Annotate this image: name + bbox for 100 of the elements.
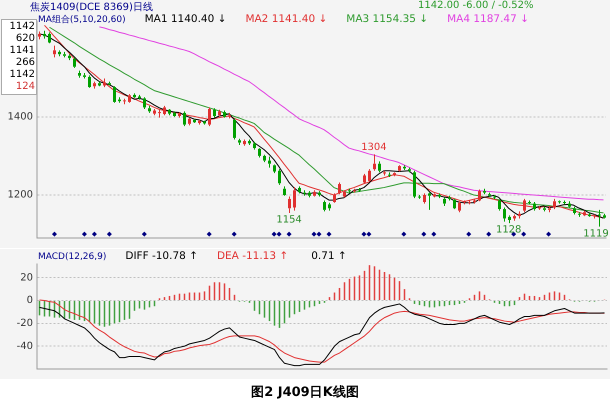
- candlestick: [363, 173, 366, 185]
- text: MA3 1154.35 ↓: [346, 13, 428, 25]
- candlestick: [433, 192, 436, 198]
- candlestick: [138, 94, 141, 100]
- candlestick: [528, 200, 531, 205]
- candlestick: [568, 200, 571, 208]
- text: 1141: [8, 45, 35, 57]
- candlestick: [483, 188, 486, 195]
- candlestick: [418, 194, 421, 200]
- candlestick: [88, 74, 91, 88]
- text: MA2 1141.40 ↓: [245, 13, 328, 25]
- candlestick: [158, 109, 161, 118]
- candlestick: [308, 190, 311, 198]
- y-tick-label: 20: [20, 272, 33, 284]
- candlestick: [253, 141, 256, 150]
- candlestick: [298, 186, 301, 194]
- candlestick: [353, 188, 356, 194]
- candlestick: [448, 195, 451, 201]
- text: 图2 J409日K线图: [250, 384, 360, 401]
- candlestick: [108, 81, 111, 86]
- text: DEA -11.13 ↑: [216, 250, 288, 262]
- candlestick: [303, 190, 306, 196]
- candlestick: [408, 167, 411, 173]
- text: MA1 1140.40 ↓: [144, 13, 226, 25]
- candlestick: [38, 31, 41, 40]
- text: MA4 1187.47 ↓: [447, 13, 529, 25]
- annotation: 1304: [361, 142, 387, 153]
- text: 焦炭1409(DCE 8369)日线: [30, 0, 153, 14]
- candlestick: [538, 205, 541, 210]
- candlestick: [83, 72, 86, 79]
- text: 1142: [8, 69, 35, 81]
- y-tick-label: 0: [26, 295, 33, 306]
- candlestick: [338, 182, 341, 195]
- candlestick: [183, 110, 186, 127]
- candlestick: [103, 78, 106, 88]
- candlestick: [378, 160, 381, 173]
- candlestick: [403, 164, 406, 170]
- candlestick: [248, 138, 251, 146]
- candlestick: [423, 192, 426, 204]
- candlestick: [428, 192, 431, 210]
- candlestick: [268, 156, 271, 168]
- candlestick: [473, 198, 476, 204]
- candlestick: [358, 187, 361, 192]
- candlestick: [548, 205, 551, 213]
- candlestick: [98, 81, 101, 87]
- candlestick: [153, 108, 156, 116]
- text: DIFF -10.78 ↑: [125, 250, 198, 262]
- candlestick: [278, 168, 281, 186]
- candlestick: [458, 200, 461, 213]
- candlestick: [293, 186, 296, 212]
- text: 1142: [8, 21, 35, 33]
- candlestick: [373, 154, 376, 172]
- candlestick: [128, 94, 131, 104]
- annotation: 1128: [496, 224, 522, 236]
- candlestick: [273, 164, 276, 174]
- candlestick: [513, 214, 516, 222]
- y-tick-label: 1200: [8, 190, 33, 201]
- candlestick: [213, 108, 216, 118]
- candlestick: [48, 32, 51, 44]
- candlestick: [233, 118, 236, 140]
- y-tick-label: -20: [16, 318, 33, 329]
- candlestick: [348, 188, 351, 194]
- candlestick: [508, 214, 511, 224]
- candlestick: [243, 138, 246, 146]
- candlestick: [123, 98, 126, 105]
- candlestick: [598, 209, 601, 228]
- candlestick: [163, 105, 166, 116]
- candlestick: [178, 112, 181, 118]
- candlestick: [503, 207, 506, 222]
- candlestick: [203, 120, 206, 126]
- text: 1142.00 -6.00 / -0.52%: [418, 0, 534, 11]
- legend-title: MA组合(5,10,20,60): [38, 14, 126, 26]
- candlestick: [78, 70, 81, 78]
- candlestick: [333, 192, 336, 204]
- candlestick: [533, 202, 536, 212]
- candlestick: [118, 96, 121, 104]
- candlestick: [578, 212, 581, 218]
- candlestick: [493, 194, 496, 200]
- text: 124: [14, 81, 35, 93]
- candlestick: [413, 170, 416, 199]
- candlestick: [543, 206, 546, 212]
- candlestick: [143, 96, 146, 110]
- annotation: 1119: [583, 228, 609, 240]
- candlestick: [73, 56, 76, 68]
- candlestick: [323, 200, 326, 212]
- candlestick: [443, 196, 446, 206]
- candlestick: [438, 192, 441, 199]
- candlestick: [498, 199, 501, 212]
- candlestick: [573, 206, 576, 216]
- candlestick: [283, 186, 286, 196]
- candlestick: [398, 164, 401, 172]
- candlestick: [523, 198, 526, 213]
- candlestick: [288, 196, 291, 214]
- candlestick: [588, 212, 591, 218]
- text: 620: [14, 33, 35, 45]
- candlestick: [468, 200, 471, 205]
- candlestick: [563, 200, 566, 205]
- candlestick: [263, 154, 266, 163]
- candlestick: [343, 190, 346, 198]
- text: 0.71 ↑: [311, 250, 347, 262]
